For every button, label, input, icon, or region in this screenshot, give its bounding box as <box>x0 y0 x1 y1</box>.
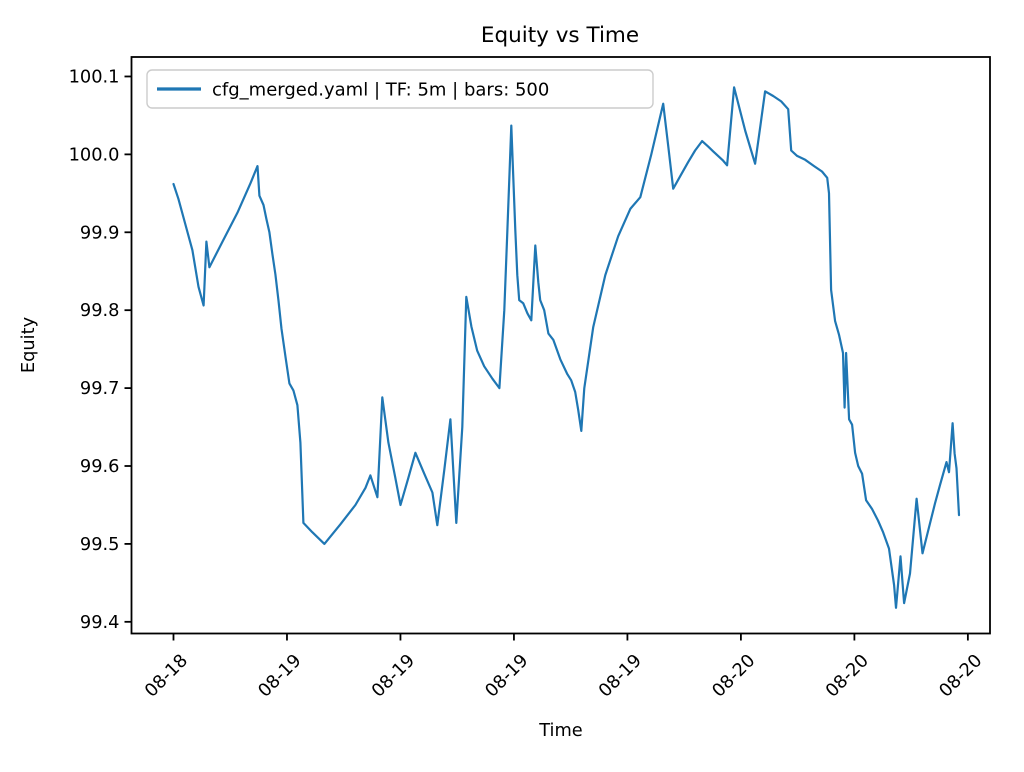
y-tick-label: 99.4 <box>80 612 120 633</box>
x-tick-label: 08-19 <box>595 650 646 701</box>
y-tick-label: 99.7 <box>80 378 120 399</box>
x-axis-ticks: 08-18 08-19 08-19 08-19 08-19 08-20 08-20 08-20 <box>141 633 986 702</box>
y-tick-label: 100.1 <box>69 66 120 87</box>
y-tick-label: 99.5 <box>80 534 120 555</box>
x-tick-label: 08-20 <box>708 650 759 701</box>
x-tick-label: 08-19 <box>254 650 305 701</box>
legend: cfg_merged.yaml | TF: 5m | bars: 500 <box>146 69 654 109</box>
y-axis-label: Equity <box>18 317 39 373</box>
plot-area <box>130 56 991 635</box>
chart-title: Equity vs Time <box>481 23 639 48</box>
y-tick-label: 100.0 <box>69 144 120 165</box>
legend-label: cfg_merged.yaml | TF: 5m | bars: 500 <box>212 80 549 101</box>
x-tick-label: 08-18 <box>141 650 192 701</box>
x-tick-label: 08-20 <box>822 650 873 701</box>
x-tick-label: 08-19 <box>481 650 532 701</box>
x-tick-label: 08-20 <box>935 650 986 701</box>
y-tick-label: 99.8 <box>80 300 120 321</box>
y-tick-label: 99.9 <box>80 222 120 243</box>
x-tick-label: 08-19 <box>368 650 419 701</box>
y-tick-label: 99.6 <box>80 456 120 477</box>
y-axis-ticks: 100.1 100.0 99.9 99.8 99.7 99.6 99.5 99.4 <box>69 66 132 633</box>
equity-line <box>172 86 961 609</box>
x-axis-label: Time <box>538 720 583 741</box>
legend-box <box>146 69 654 109</box>
